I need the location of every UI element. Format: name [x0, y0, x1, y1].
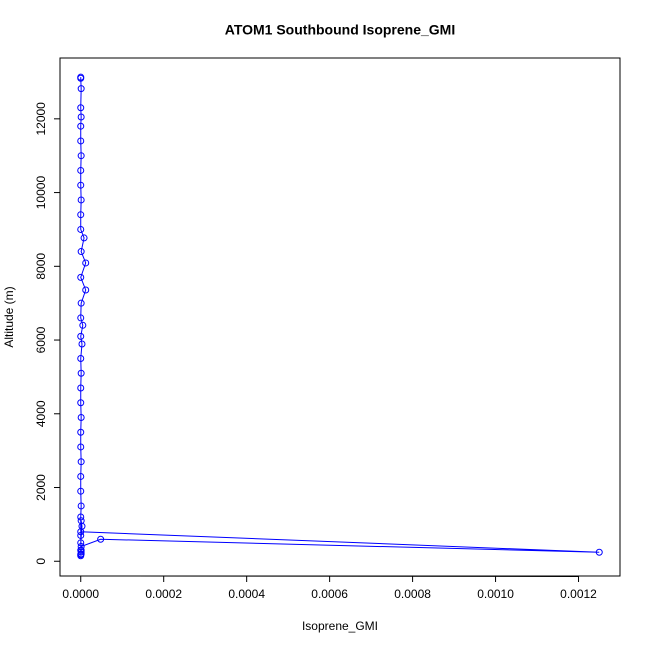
data-point: [77, 548, 85, 556]
data-point: [79, 321, 87, 329]
plot-frame: [59, 57, 621, 577]
data-point: [77, 502, 85, 510]
y-tick-label: 10000: [34, 176, 48, 210]
data-point: [77, 472, 85, 480]
data-point: [77, 443, 85, 451]
data-point: [77, 166, 85, 174]
data-point: [77, 428, 85, 436]
data-point: [77, 399, 85, 407]
data-point: [77, 369, 85, 377]
x-tick-label: 0.0010: [477, 587, 514, 601]
x-axis-label: Isoprene_GMI: [302, 619, 378, 633]
data-point: [595, 548, 603, 556]
data-point: [77, 104, 85, 112]
data-point: [77, 211, 85, 219]
data-point: [97, 535, 105, 543]
data-point: [77, 196, 85, 204]
x-axis-line: [80, 575, 579, 577]
data-point: [77, 137, 85, 145]
data-line: [80, 77, 600, 556]
data-point: [77, 513, 85, 521]
x-tick-label: 0.0004: [228, 587, 265, 601]
data-point: [80, 234, 88, 242]
data-point: [77, 299, 85, 307]
y-tick-label: 2000: [34, 474, 48, 501]
data-point: [77, 546, 85, 554]
data-point: [82, 286, 90, 294]
data-point: [77, 517, 85, 525]
y-tick-label: 4000: [34, 400, 48, 427]
data-point: [77, 248, 85, 256]
data-point: [77, 273, 85, 281]
y-tick-label: 0: [34, 558, 48, 565]
x-tick-label: 0.0002: [145, 587, 182, 601]
data-point: [77, 74, 85, 82]
data-point: [77, 113, 85, 121]
data-point: [77, 487, 85, 495]
x-tick-label: 0.0012: [560, 587, 597, 601]
data-point: [77, 85, 85, 93]
y-tick-label: 8000: [34, 253, 48, 280]
x-tick-label: 0.0000: [62, 587, 99, 601]
data-point: [77, 332, 85, 340]
data-point: [77, 152, 85, 160]
data-point: [82, 259, 90, 267]
data-point: [77, 384, 85, 392]
y-axis-label: Altitude (m): [2, 286, 16, 347]
data-point: [77, 181, 85, 189]
data-point: [77, 551, 85, 559]
x-tick-label: 0.0008: [394, 587, 431, 601]
data-point: [77, 225, 85, 233]
data-point: [77, 314, 85, 322]
y-tick-label: 6000: [34, 326, 48, 353]
data-point: [78, 340, 86, 348]
y-tick-label: 12000: [34, 102, 48, 136]
x-tick-label: 0.0006: [311, 587, 348, 601]
data-point: [77, 122, 85, 130]
data-point: [77, 354, 85, 362]
data-point: [77, 531, 85, 539]
chart-title: ATOM1 Southbound Isoprene_GMI: [225, 22, 455, 38]
data-point: [77, 458, 85, 466]
data-point: [77, 539, 85, 547]
data-point: [77, 413, 85, 421]
